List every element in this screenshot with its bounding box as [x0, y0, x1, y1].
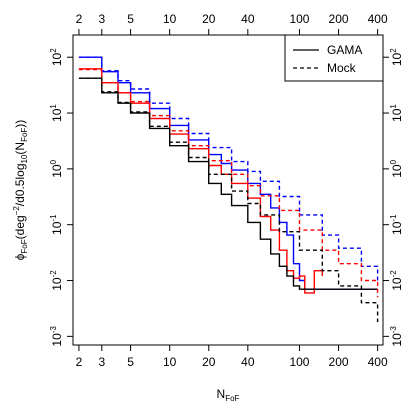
y-tick-label-right: 10-3 [389, 326, 404, 347]
x-tick-label-bottom: 200 [329, 355, 349, 369]
y-tick-label-left: 10-1 [49, 214, 64, 235]
legend-label-mock: Mock [327, 61, 357, 75]
series-line-1 [78, 68, 323, 294]
y-tick-label-left: 10-3 [49, 326, 64, 347]
x-tick-label-bottom: 40 [241, 355, 255, 369]
y-tick-label-right: 10-2 [389, 270, 404, 291]
x-tick-label-top: 100 [289, 12, 309, 26]
tick-marks [67, 29, 389, 351]
y-tick-label-left: 100 [49, 159, 64, 177]
x-tick-label-bottom: 3 [98, 355, 105, 369]
legend-box [284, 34, 384, 82]
y-tick-label-right: 10-1 [389, 214, 404, 235]
x-tick-label-top: 10 [163, 12, 177, 26]
x-tick-label-bottom: 10 [163, 355, 177, 369]
x-tick-label-bottom: 5 [127, 355, 134, 369]
x-tick-label-bottom: 100 [289, 355, 309, 369]
x-tick-label-top: 20 [202, 12, 216, 26]
x-tick-label-top: 200 [329, 12, 349, 26]
y-axis-title: ϕFoF(deg−2/d0.5log10(NFoF)) [12, 120, 29, 261]
y-tick-label-right: 100 [389, 159, 404, 177]
y-tick-label-left: 102 [49, 48, 64, 66]
x-tick-label-top: 400 [368, 12, 388, 26]
y-tick-label-right: 102 [389, 48, 404, 66]
x-tick-label-bottom: 20 [202, 355, 216, 369]
plot-frame [72, 34, 384, 346]
x-tick-label-bottom: 2 [76, 355, 83, 369]
series-layer [78, 56, 379, 323]
x-tick-label-top: 40 [241, 12, 255, 26]
legend: GAMA Mock [284, 34, 384, 82]
y-tick-label-left: 101 [49, 104, 64, 122]
x-tick-label-top: 5 [127, 12, 134, 26]
y-tick-label-left: 10-2 [49, 270, 64, 291]
legend-label-gama: GAMA [327, 43, 362, 57]
series-line-5 [78, 77, 379, 323]
series-line-0 [78, 56, 378, 290]
x-tick-label-bottom: 400 [368, 355, 388, 369]
series-line-4 [78, 68, 379, 298]
x-tick-label-top: 3 [98, 12, 105, 26]
series-line-2 [78, 77, 378, 290]
x-tick-label-top: 2 [76, 12, 83, 26]
y-tick-label-right: 101 [389, 104, 404, 122]
x-axis-title: NFoF [217, 387, 240, 403]
series-line-3 [78, 56, 379, 284]
